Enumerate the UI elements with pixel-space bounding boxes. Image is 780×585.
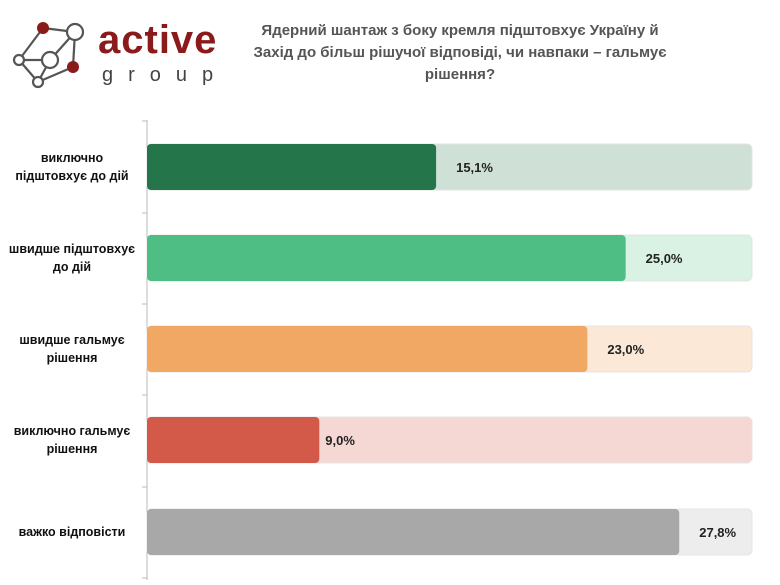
brand-name: active — [98, 18, 218, 62]
chart-title: Ядерний шантаж з боку кремля підштовхує … — [253, 22, 667, 83]
brand-subname: group — [102, 64, 229, 86]
data-label: 23,0% — [607, 342, 644, 357]
bar — [147, 326, 588, 372]
bar — [147, 235, 626, 281]
category-label: швидше підштовхує до дій — [8, 242, 136, 274]
data-label: 25,0% — [646, 251, 683, 266]
category-label: важко відповісти — [18, 525, 126, 539]
data-label: 9,0% — [325, 433, 355, 448]
bar — [147, 144, 437, 190]
category-label: виключно підштовхує до дій — [15, 151, 129, 183]
data-label: 15,1% — [456, 160, 493, 175]
category-label: швидше гальмує рішення — [19, 333, 125, 365]
logo: active group — [0, 0, 240, 100]
bar — [147, 417, 320, 463]
bar — [147, 509, 680, 555]
data-label: 27,8% — [699, 525, 736, 540]
network-logo-icon — [12, 22, 85, 89]
category-label: виключно гальмує рішення — [13, 424, 131, 456]
